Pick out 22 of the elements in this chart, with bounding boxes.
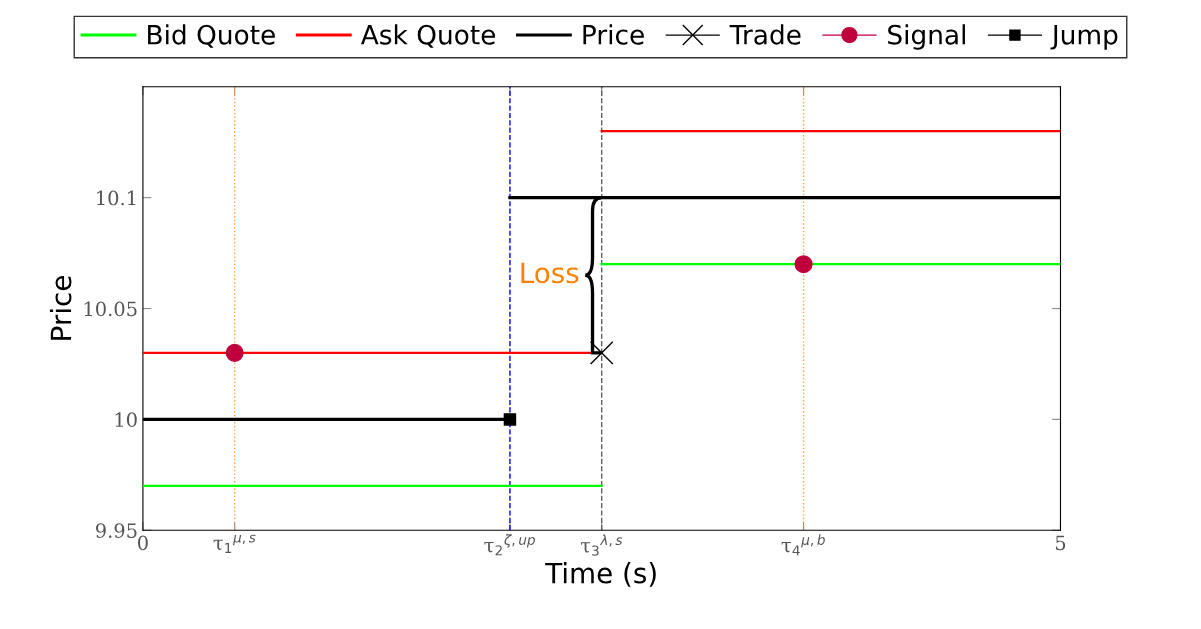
y-axis-title: Price xyxy=(49,276,72,340)
point xyxy=(503,413,517,426)
point xyxy=(794,255,813,274)
legend-label: Bid Quote xyxy=(148,24,275,48)
y-tick-label: 9.95 xyxy=(95,523,137,538)
legend-label: Ask Quote xyxy=(360,24,496,48)
legend-label: Jump xyxy=(1050,25,1118,50)
x-tick-label: τ$_{2}$$^{ζ,up}$ xyxy=(484,534,535,556)
legend-label: Price xyxy=(583,24,644,45)
x-tick-label: τ$_{3}$$^{λ,s}$ xyxy=(580,534,623,556)
y-tick-label: 10.05 xyxy=(84,301,137,317)
x-tick-label: 5 xyxy=(1055,535,1066,551)
legend-label: Signal xyxy=(888,24,965,50)
annotation: Loss xyxy=(521,262,579,284)
x-tick-label: τ$_{1}$$^{μ,s}$ xyxy=(213,534,256,553)
x-axis-title: Time (s) xyxy=(545,562,656,587)
y-tick-label: 10.1 xyxy=(97,190,136,206)
point xyxy=(225,343,244,362)
x-tick-label: τ$_{4}$$^{μ,b}$ xyxy=(781,534,825,556)
legend-label: Trade xyxy=(729,24,801,45)
y-tick-label: 10 xyxy=(115,412,137,428)
x-tick-label: 0 xyxy=(138,535,148,551)
